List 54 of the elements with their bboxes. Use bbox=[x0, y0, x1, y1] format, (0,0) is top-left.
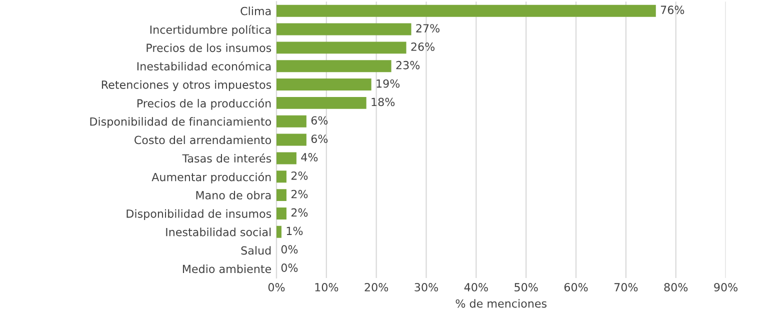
x-tick-label: 20% bbox=[364, 283, 388, 292]
y-tick-label: Tasas de interés bbox=[182, 154, 272, 163]
data-label: 27% bbox=[416, 24, 440, 32]
bar bbox=[276, 152, 296, 164]
y-tick-label: Mano de obra bbox=[196, 190, 271, 200]
bar bbox=[276, 42, 406, 54]
data-label: 6% bbox=[311, 134, 328, 144]
data-label: 4% bbox=[301, 153, 318, 162]
data-label: 2% bbox=[291, 171, 308, 180]
x-tick-label: 50% bbox=[514, 283, 538, 292]
x-tick-label: 70% bbox=[614, 283, 638, 292]
y-tick-label: Inestabilidad económica bbox=[137, 61, 271, 70]
y-tick-label: Medio ambiente bbox=[182, 264, 272, 274]
x-tick-label: 0% bbox=[268, 283, 285, 292]
y-tick-label: Inestabilidad social bbox=[166, 228, 271, 236]
x-tick-label: 30% bbox=[414, 283, 438, 292]
y-tick-label: Retenciones y otros impuestos bbox=[102, 80, 272, 92]
y-tick-label: Aumentar producción bbox=[152, 172, 271, 184]
bar bbox=[276, 115, 306, 128]
bar bbox=[276, 207, 286, 220]
data-label: 23% bbox=[396, 60, 420, 70]
bar bbox=[276, 78, 372, 91]
y-tick-label: Costo del arrendamiento bbox=[134, 136, 272, 144]
data-label: 0% bbox=[281, 245, 298, 254]
y-tick-label: Disponibilidad de insumos bbox=[126, 209, 272, 220]
x-tick-label: 60% bbox=[564, 283, 588, 292]
bar bbox=[276, 226, 282, 238]
data-label: 76% bbox=[660, 6, 684, 14]
data-label: 2% bbox=[291, 208, 308, 217]
y-tick-label: Salud bbox=[241, 246, 271, 255]
bar bbox=[276, 134, 306, 146]
bar bbox=[276, 189, 286, 202]
bar bbox=[276, 170, 286, 183]
x-tick-label: 10% bbox=[315, 283, 338, 292]
y-tick-label: Disponibilidad de financiamiento bbox=[90, 117, 272, 128]
data-label: 26% bbox=[411, 42, 435, 51]
x-axis-title: % de menciones bbox=[456, 299, 547, 308]
bar bbox=[276, 4, 656, 17]
x-tick-label: 90% bbox=[714, 283, 738, 292]
y-tick-label: Precios de los insumos bbox=[146, 43, 272, 52]
bar bbox=[276, 60, 392, 72]
x-tick-label: 80% bbox=[664, 283, 688, 292]
data-label: 18% bbox=[372, 98, 395, 106]
y-tick-label: Precios de la producción bbox=[137, 98, 271, 110]
bar bbox=[276, 23, 412, 36]
data-label: 0% bbox=[281, 264, 298, 272]
bar bbox=[276, 96, 366, 109]
data-label: 2% bbox=[291, 190, 308, 198]
data-label: 19% bbox=[376, 79, 400, 88]
data-label: 1% bbox=[286, 226, 303, 236]
data-label: 6% bbox=[311, 116, 328, 125]
x-tick-label: 40% bbox=[464, 283, 488, 292]
y-tick-label: Incertidumbre política bbox=[150, 24, 271, 36]
y-tick-label: Clima bbox=[240, 6, 271, 16]
